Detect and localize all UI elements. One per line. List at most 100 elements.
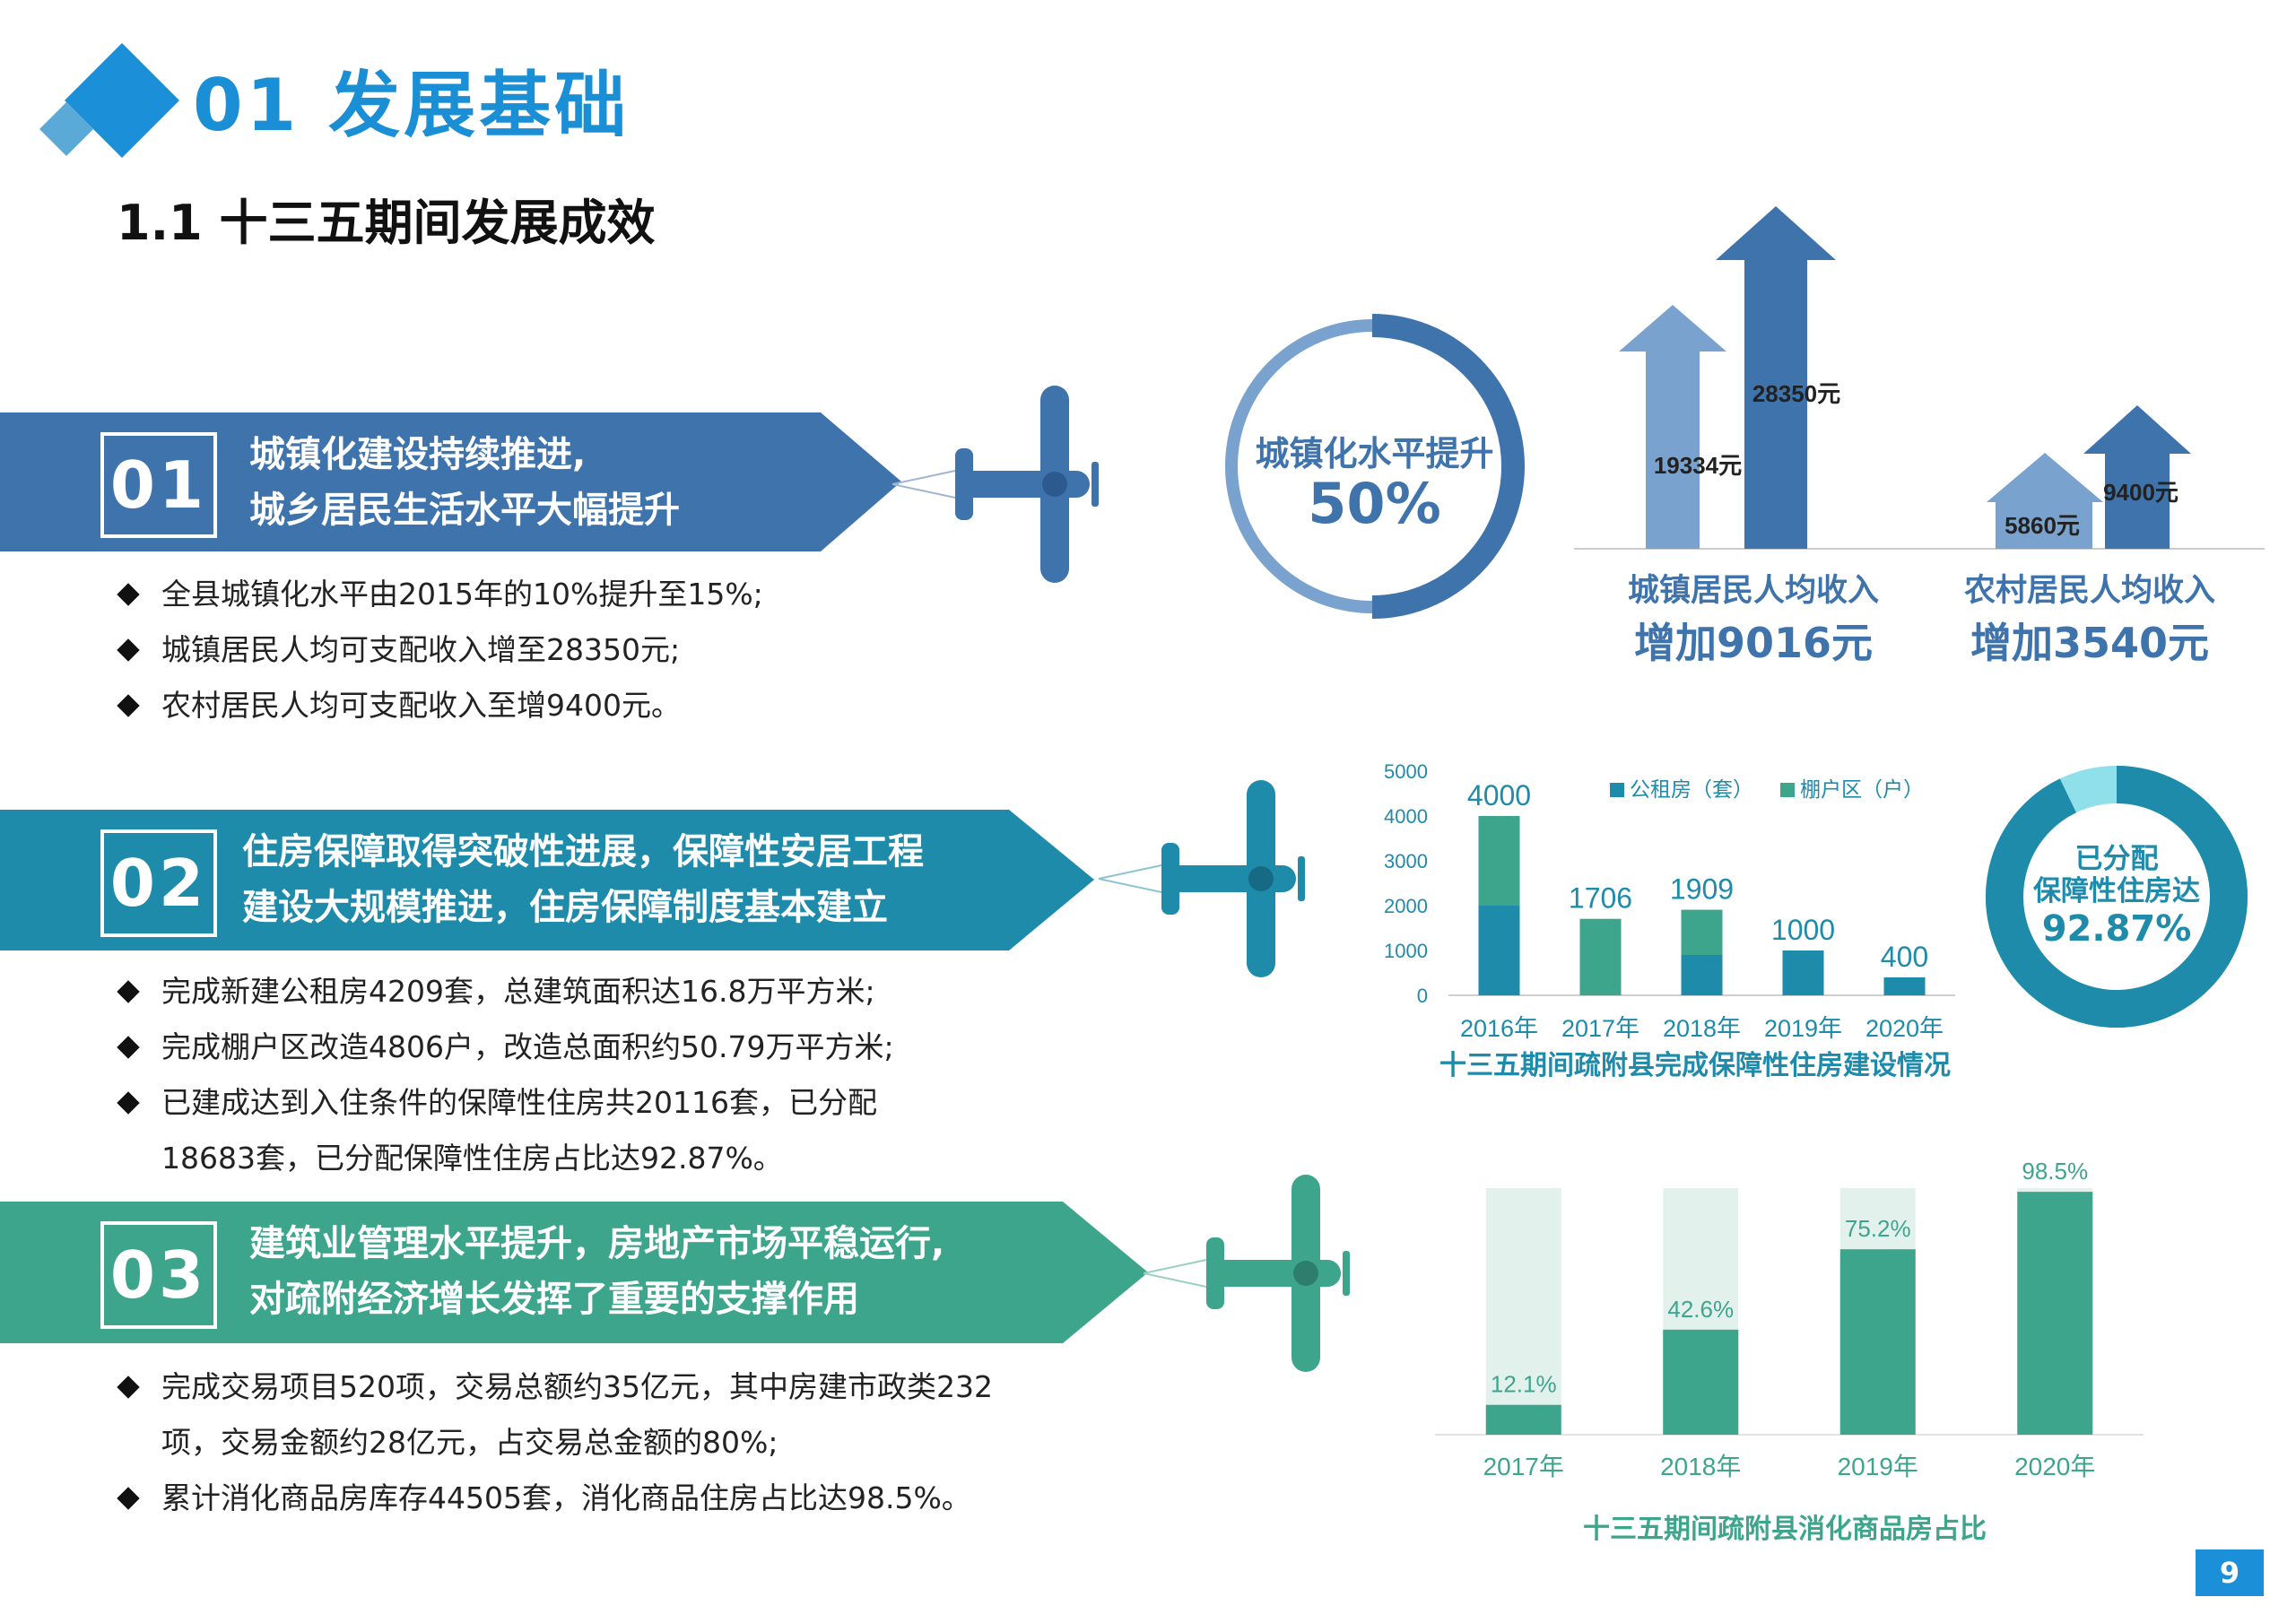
section-3-title-line2: 对疏附经济增长发挥了重要的支撑作用 — [249, 1279, 859, 1320]
bar-total-label: 1909 — [1670, 873, 1734, 906]
section-3-title: 建筑业管理水平提升，房地产市场平稳运行, 对疏附经济增长发挥了重要的支撑作用 — [249, 1216, 944, 1327]
bullet-item-continuation: 18683套，已分配保障性住房占比达92.87%。 — [161, 1141, 783, 1176]
legend-swatch — [1780, 783, 1795, 797]
page-title: 01 发展基础 — [193, 64, 631, 147]
section-3-banner-shape — [0, 1202, 1148, 1343]
bullet-item-continuation: 项，交易金额约28亿元，占交易总金额的80%; — [161, 1425, 778, 1460]
section-3-bullets: 完成交易项目520项，交易总额约35亿元，其中房建市政类232 项，交易金额约2… — [115, 1359, 993, 1526]
section-1-number: 01 — [100, 432, 217, 538]
housing-construction-chart: 0 1000 2000 3000 4000 5000 4000 2016年 1706 2017年… — [1384, 760, 1955, 1042]
bullet-item: 农村居民人均可支配收入至增9400元。 — [115, 678, 763, 733]
urban-after-label: 28350元 — [1752, 380, 1840, 407]
section-2-title: 住房保障取得突破性进展，保障性安居工程 建设大规模推进，住房保障制度基本建立 — [242, 824, 924, 935]
bullet-item: 累计消化商品房库存44505套，消化商品住房占比达98.5%。 — [115, 1471, 993, 1526]
bar — [1839, 1249, 1916, 1435]
bar-group: 12.1% 2017年 42.6% 2018年 75.2% 2019年 98.5% 2020年 — [1435, 1158, 2144, 1480]
bar — [2017, 1192, 2093, 1435]
y-tick-label: 1000 — [1384, 940, 1428, 962]
bar-value-label: 12.1% — [1491, 1371, 1557, 1398]
legend-swatch — [1610, 783, 1624, 797]
chart-legend: 公租房（套） 棚户区（户） — [1610, 777, 1924, 801]
bullet-diamond-icon — [117, 1487, 140, 1510]
bar-segment-public-rental — [1782, 950, 1824, 995]
bar — [1485, 1404, 1561, 1435]
bar-segment-shantytown — [1681, 909, 1723, 955]
income-arrow-chart: 19334元 28350元 5860元 9400元 — [1574, 206, 2265, 550]
bullet-item: 城镇居民人均可支配收入增至28350元; — [115, 622, 763, 678]
logo-diamond-icon — [39, 43, 179, 158]
section-1-title-line1: 城镇化建设持续推进, — [249, 434, 587, 475]
section-3-banner: 03 建筑业管理水平提升，房地产市场平稳运行, 对疏附经济增长发挥了重要的支撑作… — [0, 1202, 1152, 1343]
bar-total-label: 1706 — [1569, 882, 1632, 915]
bullet-item: 完成交易项目520项，交易总额约35亿元，其中房建市政类232 — [115, 1359, 993, 1415]
bar-group: 4000 2016年 1706 2017年 1909 2018年 1000 2019年 400 2… — [1460, 779, 1944, 1042]
x-tick-label: 2016年 — [1460, 1015, 1538, 1042]
y-tick-label: 2000 — [1384, 895, 1428, 917]
urban-before-label: 19334元 — [1654, 452, 1742, 479]
bar-background — [1485, 1188, 1561, 1435]
urbanization-value: 50% — [1308, 471, 1441, 536]
bullet-item: 完成棚户区改造4806户，改造总面积约50.79万平方米; — [115, 1020, 894, 1075]
rural-income-caption: 农村居民人均收入 增加3540元 — [1963, 573, 2215, 667]
section-1-bullets: 全县城镇化水平由2015年的10%提升至15%; 城镇居民人均可支配收入增至28… — [115, 567, 763, 733]
bar-total-label: 4000 — [1467, 779, 1531, 812]
bar-total-label: 400 — [1881, 941, 1928, 973]
section-2-number: 02 — [100, 829, 217, 937]
section-1-title: 城镇化建设持续推进, 城乡居民生活水平大幅提升 — [249, 427, 680, 538]
section-2-bullets: 完成新建公租房4209套，总建筑面积达16.8万平方米; 完成棚户区改造4806… — [115, 964, 894, 1186]
housing-chart-caption: 十三五期间疏附县完成保障性住房建设情况 — [1439, 1050, 1951, 1081]
airplane-icon — [892, 386, 1099, 583]
x-tick-label: 2019年 — [1838, 1453, 1918, 1480]
urbanization-ring — [1225, 314, 1525, 619]
section-2-banner: 02 住房保障取得突破性进展，保障性安居工程 建设大规模推进，住房保障制度基本建… — [0, 810, 1103, 950]
urban-income-caption: 城镇居民人均收入 增加9016元 — [1627, 573, 1879, 667]
bar-segment-public-rental — [1478, 906, 1520, 995]
bar-segment-shantytown — [1579, 918, 1622, 995]
urban-after-arrow — [1716, 206, 1836, 549]
section-subtitle: 1.1 十三五期间发展成效 — [117, 195, 656, 251]
bullet-diamond-icon — [117, 980, 140, 1003]
y-tick-label: 0 — [1417, 985, 1428, 1007]
allocation-arc — [1986, 766, 2248, 1028]
section-3-title-line1: 建筑业管理水平提升，房地产市场平稳运行, — [249, 1223, 945, 1264]
section-2-title-line2: 建设大规模推进，住房保障制度基本建立 — [242, 887, 888, 928]
bar — [1663, 1329, 1739, 1435]
allocation-donut — [1986, 766, 2248, 1028]
bullet-diamond-icon — [117, 583, 140, 606]
x-tick-label: 2017年 — [1483, 1453, 1564, 1480]
section-3-number: 03 — [100, 1221, 217, 1329]
y-tick-label: 5000 — [1384, 760, 1428, 783]
bullet-diamond-icon — [117, 1376, 140, 1399]
x-tick-label: 2020年 — [1866, 1015, 1944, 1042]
rural-before-label: 5860元 — [2005, 512, 2080, 539]
bullet-diamond-icon — [117, 694, 140, 717]
bullet-item: 已建成达到入住条件的保障性住房共20116套，已分配 — [115, 1075, 894, 1131]
bar-segment-public-rental — [1883, 977, 1926, 995]
bullet-diamond-icon — [117, 638, 140, 662]
legend-label: 棚户区（户） — [1800, 777, 1924, 801]
legend-label: 公租房（套） — [1630, 777, 1753, 801]
airplane-icon — [1098, 780, 1305, 977]
section-2-title-line1: 住房保障取得突破性进展，保障性安居工程 — [242, 831, 924, 872]
y-axis: 0 1000 2000 3000 4000 5000 — [1384, 760, 1955, 1007]
rural-after-arrow — [2083, 405, 2191, 549]
section-2-banner-shape — [0, 810, 1094, 950]
bar-total-label: 1000 — [1771, 914, 1835, 946]
y-tick-label: 3000 — [1384, 850, 1428, 872]
bar-value-label: 42.6% — [1667, 1296, 1734, 1323]
allocation-value: 92.87% — [2041, 908, 2192, 950]
rural-after-label: 9400元 — [2103, 479, 2179, 506]
bullet-item: 全县城镇化水平由2015年的10%提升至15%; — [115, 567, 763, 622]
urban-before-arrow — [1619, 305, 1726, 549]
allocation-label: 已分配 保障性住房达 — [2033, 843, 2200, 907]
section-1-banner-shape — [0, 412, 901, 551]
bar-segment-public-rental — [1681, 955, 1723, 995]
bar-value-label: 75.2% — [1845, 1215, 1911, 1242]
bullet-diamond-icon — [117, 1091, 140, 1115]
rural-before-arrow — [1987, 453, 2103, 549]
airplane-icon — [1144, 1175, 1350, 1372]
x-tick-label: 2019年 — [1764, 1015, 1842, 1042]
bullet-diamond-icon — [117, 1036, 140, 1059]
x-tick-label: 2017年 — [1561, 1015, 1639, 1042]
commercial-housing-share-chart: 12.1% 2017年 42.6% 2018年 75.2% 2019年 98.5% 2020年 — [1435, 1158, 2144, 1480]
